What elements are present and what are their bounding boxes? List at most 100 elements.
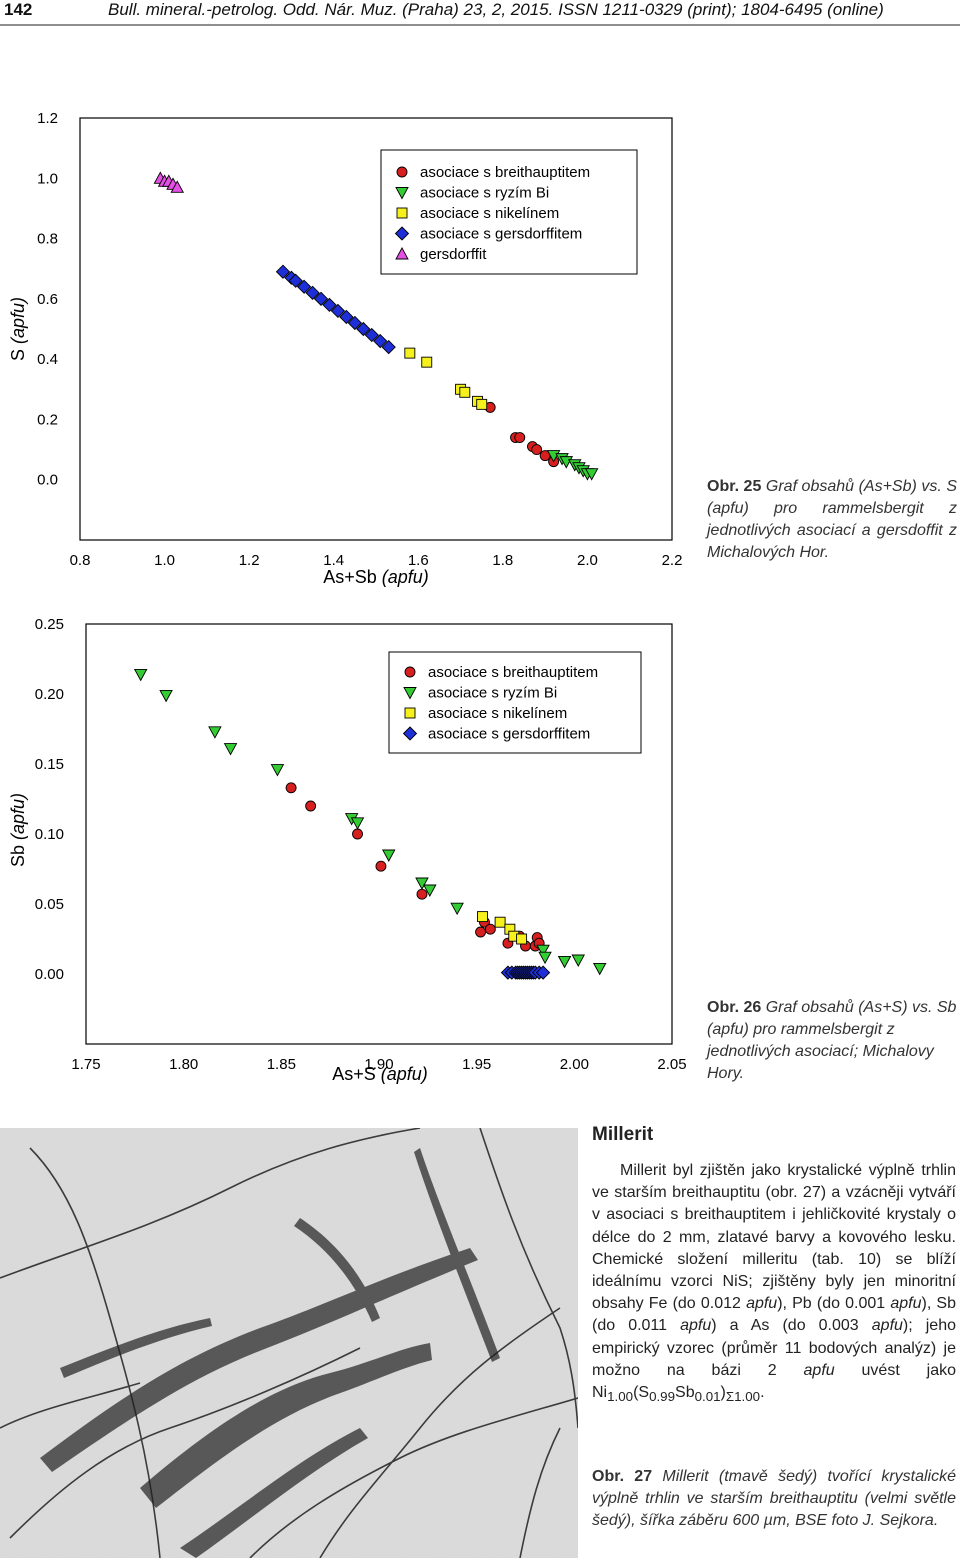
x-tick-label: 1.4 bbox=[323, 552, 344, 569]
caption-text: Millerit (tmavě šedý) tvořící krystalick… bbox=[592, 1468, 957, 1529]
caption-text: Graf obsahů (As+Sb) vs. S (apfu) pro ram… bbox=[707, 478, 958, 561]
data-point bbox=[535, 965, 551, 980]
legend-marker bbox=[402, 726, 418, 741]
data-point bbox=[475, 926, 487, 938]
x-tick-labels: 1.75 1.80 1.85 1.90 1.95 2.00 2.05 bbox=[71, 1056, 686, 1073]
data-point bbox=[421, 356, 433, 368]
x-axis-label-unit: (apfu) bbox=[382, 567, 429, 587]
legend-label: asociace s gersdorffitem bbox=[420, 226, 582, 243]
y-tick-labels: 0.0 0.2 0.4 0.6 0.8 1.0 1.2 bbox=[37, 110, 58, 489]
data-point bbox=[322, 297, 337, 313]
caption-fig27: Obr. 27 Millerit (tmavě šedý) tvořící kr… bbox=[592, 1466, 956, 1532]
data-point bbox=[415, 877, 429, 890]
legend-label: asociace s breithauptitem bbox=[428, 664, 598, 681]
data-point bbox=[159, 689, 173, 703]
data-point bbox=[339, 309, 354, 325]
x-tick-label: 1.85 bbox=[267, 1056, 296, 1073]
data-point bbox=[404, 347, 416, 359]
x-tick-label: 1.8 bbox=[492, 552, 513, 569]
data-point bbox=[133, 668, 148, 682]
legend-label: asociace s nikelínem bbox=[428, 705, 567, 722]
y-axis-label-unit: (apfu) bbox=[8, 793, 28, 840]
caption-label: Obr. 26 bbox=[707, 999, 762, 1016]
y-axis-label: Sb (apfu) bbox=[8, 793, 28, 867]
data-point bbox=[296, 279, 312, 294]
data-point bbox=[584, 468, 599, 481]
chart-25: 0.0 0.2 0.4 0.6 0.8 1.0 1.2 0.8 1.0 1.2 1.4 1.6 1.8… bbox=[8, 110, 683, 587]
page-header: 142 Bull. mineral.-petrolog. Odd. Nár. M… bbox=[0, 0, 960, 26]
caption-fig25: Obr. 25 Graf obsahů (As+Sb) vs. S (apfu)… bbox=[707, 476, 957, 564]
caption-label: Obr. 25 bbox=[707, 478, 762, 495]
data-point bbox=[350, 817, 365, 830]
legend-marker bbox=[394, 226, 410, 241]
data-point bbox=[270, 764, 285, 777]
data-point bbox=[381, 339, 396, 355]
y-tick-label: 0.00 bbox=[35, 966, 64, 983]
running-head: Bull. mineral.-petrolog. Odd. Nár. Muz. … bbox=[108, 0, 884, 19]
data-point bbox=[557, 955, 572, 969]
data-point bbox=[450, 902, 464, 916]
x-tick-label: 1.0 bbox=[154, 552, 175, 569]
y-tick-labels: 0.00 0.05 0.10 0.15 0.20 0.25 bbox=[35, 616, 64, 983]
data-point bbox=[416, 888, 428, 900]
bse-photo bbox=[0, 1128, 578, 1558]
data-point bbox=[375, 860, 387, 872]
data-point bbox=[423, 884, 437, 897]
x-axis-label-main: As+Sb bbox=[323, 567, 382, 587]
data-point bbox=[494, 916, 506, 928]
x-tick-label: 1.2 bbox=[239, 552, 260, 569]
x-tick-label: 1.95 bbox=[462, 1056, 491, 1073]
section-paragraph: Millerit byl zjištěn jako krystalické vý… bbox=[592, 1162, 956, 1405]
data-point bbox=[538, 951, 552, 965]
x-tick-label: 2.2 bbox=[662, 552, 683, 569]
x-axis-label: As+Sb (apfu) bbox=[323, 567, 429, 587]
data-point bbox=[514, 432, 526, 443]
y-axis-label-main: S bbox=[8, 344, 28, 361]
legend-marker bbox=[395, 187, 409, 200]
y-tick-label: 0.2 bbox=[37, 411, 58, 428]
y-tick-label: 0.6 bbox=[37, 291, 58, 308]
x-tick-label: 2.05 bbox=[657, 1056, 686, 1073]
data-point bbox=[285, 782, 297, 794]
x-tick-label: 1.75 bbox=[71, 1056, 100, 1073]
x-tick-label: 1.80 bbox=[169, 1056, 198, 1073]
data-point bbox=[208, 726, 222, 739]
data-marks bbox=[133, 668, 607, 980]
caption-fig26: Obr. 26 Graf obsahů (As+S) vs. Sb (apfu)… bbox=[707, 997, 957, 1085]
y-tick-label: 0.0 bbox=[37, 472, 58, 489]
data-point bbox=[170, 180, 185, 193]
data-point bbox=[459, 386, 471, 398]
legend-marker bbox=[403, 687, 417, 700]
x-axis-label-unit: (apfu) bbox=[381, 1064, 428, 1084]
data-point bbox=[305, 285, 320, 300]
data-point bbox=[330, 303, 346, 319]
x-tick-label: 1.90 bbox=[364, 1056, 393, 1073]
legend-label: asociace s ryzím Bi bbox=[420, 185, 549, 202]
y-axis-label-main: Sb bbox=[8, 840, 28, 867]
data-point bbox=[382, 849, 396, 862]
data-point bbox=[476, 398, 488, 410]
caption-label: Obr. 27 bbox=[592, 1468, 653, 1485]
data-point bbox=[373, 333, 388, 349]
data-point bbox=[516, 933, 528, 945]
x-tick-label: 2.00 bbox=[560, 1056, 589, 1073]
data-point bbox=[592, 962, 607, 976]
data-point bbox=[531, 444, 543, 456]
legend: asociace s breithauptitem asociace s ryzí… bbox=[380, 149, 638, 275]
millerit-veins bbox=[40, 1148, 500, 1558]
legend-label: asociace s gersdorffitem bbox=[428, 726, 590, 743]
data-point bbox=[223, 743, 238, 756]
data-marks bbox=[153, 171, 599, 481]
data-point bbox=[347, 315, 362, 331]
legend-label: gersdorffit bbox=[420, 246, 487, 263]
data-point bbox=[352, 828, 363, 840]
legend-label: asociace s nikelínem bbox=[420, 205, 559, 222]
y-tick-label: 0.25 bbox=[35, 616, 64, 633]
data-point bbox=[477, 911, 488, 923]
data-point bbox=[313, 291, 329, 306]
y-tick-label: 0.4 bbox=[37, 351, 58, 368]
page-number: 142 bbox=[4, 0, 33, 19]
legend-marker bbox=[404, 666, 416, 678]
data-point bbox=[305, 800, 317, 812]
data-point bbox=[275, 264, 291, 279]
